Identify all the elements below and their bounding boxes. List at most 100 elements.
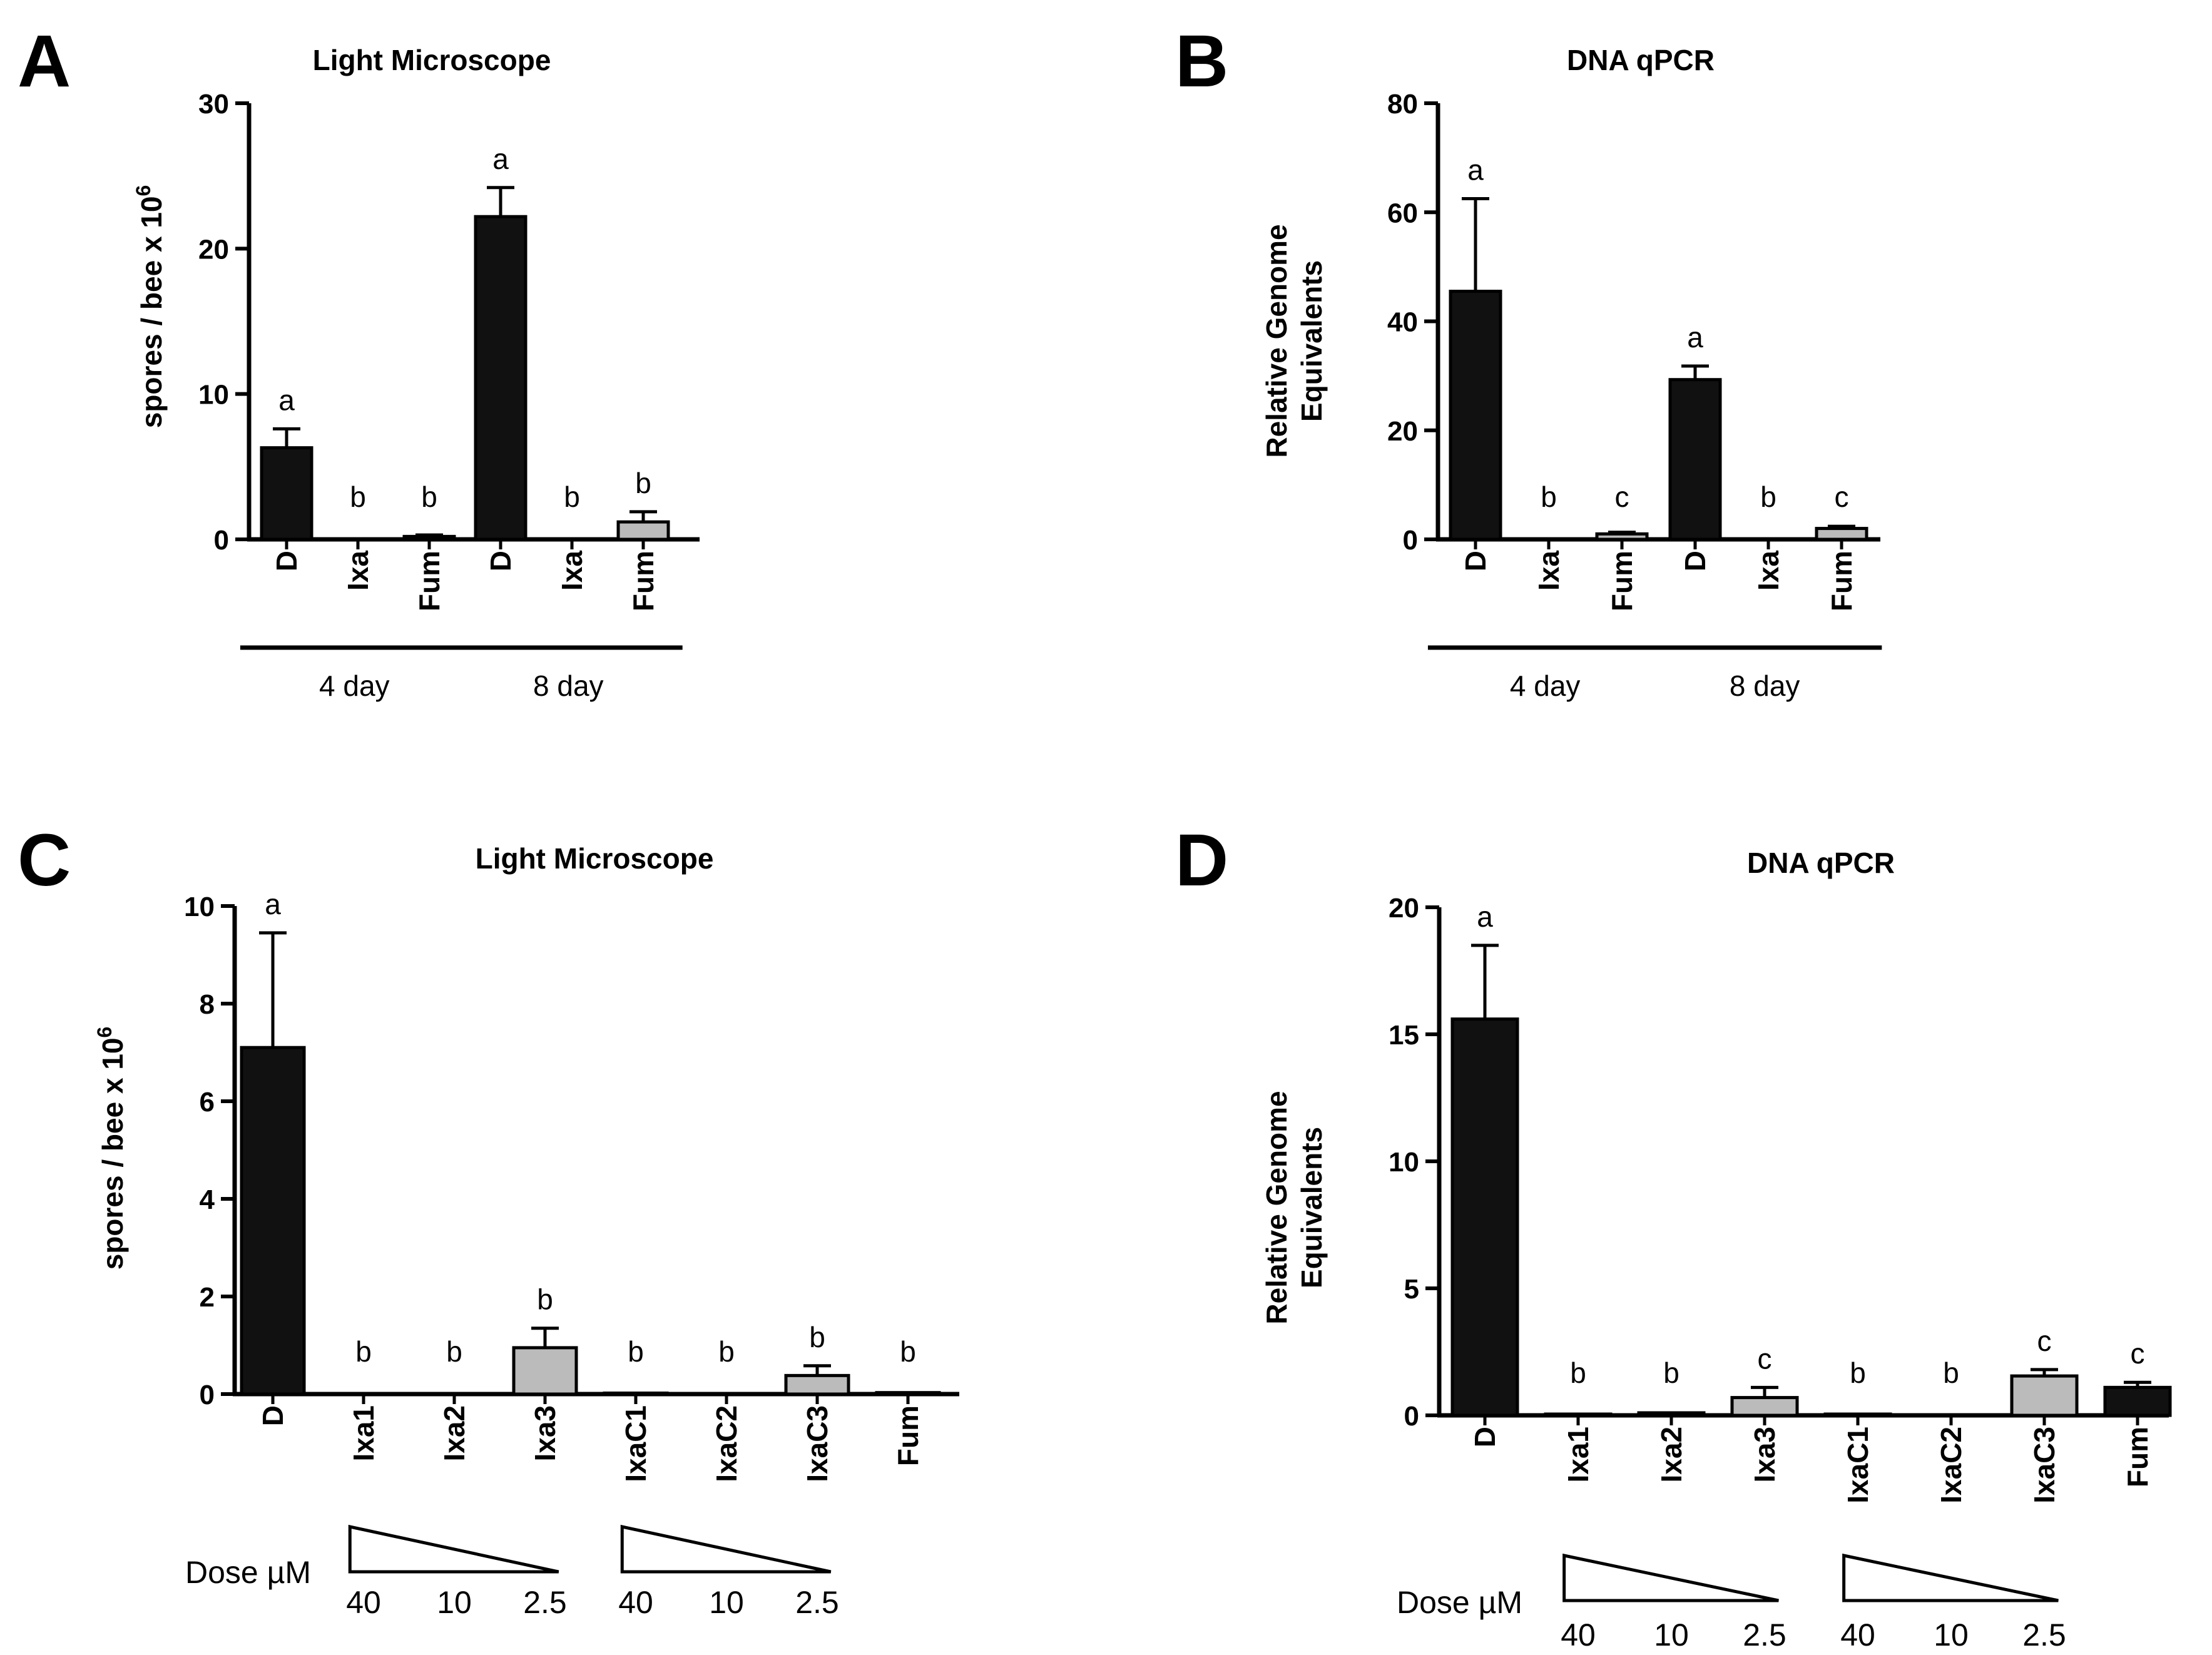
panel-letter-b: B [1175,20,1228,103]
chart-title-d: DNA qPCR [1747,847,1895,879]
significance-letter: c [2037,1325,2052,1357]
dose-gradient-wedge [620,1524,832,1574]
y-tick-label: 20 [198,234,229,265]
significance-letter: b [718,1335,735,1368]
bar [1730,1396,1799,1417]
x-category-label: Fum [1825,551,1858,611]
x-category-label: Fum [1606,551,1638,611]
bar [1815,527,1868,541]
dose-value: 10 [709,1585,744,1620]
panel-letter-c: C [18,819,71,902]
group-label: 8 day [533,670,604,702]
significance-letter: a [265,888,281,920]
y-tick-label: 6 [200,1087,215,1118]
y-tick-label: 5 [1404,1274,1419,1305]
significance-letter: b [350,481,366,513]
y-tick-label: 0 [1403,525,1418,556]
y-tick-label: 10 [198,380,229,410]
y-tick-label: 20 [1387,416,1418,447]
bar [240,1046,306,1396]
x-category-label: Ixa1 [1562,1427,1594,1483]
significance-letter: b [1663,1357,1679,1389]
y-axis-label-line2-b: Equivalents [1295,260,1328,422]
x-category-label: D [257,1405,289,1426]
x-category-label: D [1459,551,1492,571]
y-tick-label: 20 [1389,893,1419,924]
panel-b-bar-chart: B DNA qPCR Relative Genome Equivalents 0… [1175,20,1882,702]
bar [875,1391,941,1396]
x-category-label: IxaC1 [1842,1427,1874,1504]
panel-c-bar-chart: C Light Microscope spores / bee x 106 Do… [18,819,959,1620]
y-tick-label: 10 [1389,1147,1419,1178]
significance-letter: a [1467,153,1484,186]
dose-value: 2.5 [523,1585,567,1620]
bar [1668,378,1722,541]
x-category-label: Ixa3 [1748,1427,1781,1483]
bar [1450,1017,1519,1417]
x-category-label: Ixa2 [438,1405,471,1462]
significance-letter: c [1615,481,1629,513]
dose-value: 40 [346,1585,381,1620]
dose-label-d: Dose µM [1397,1585,1522,1620]
y-tick-label: 60 [1387,198,1418,228]
significance-letter: b [1943,1357,1959,1389]
significance-letter: b [446,1335,462,1368]
group-label: 4 day [1510,670,1581,702]
significance-letter: b [628,1335,644,1368]
y-axis-label-sup-c: 6 [93,1027,116,1038]
dose-gradient-wedge [1842,1553,2059,1602]
bar [260,446,313,541]
chart-title-b: DNA qPCR [1567,44,1715,76]
significance-letter: a [278,384,295,416]
significance-letter: b [1570,1357,1586,1389]
dose-value: 40 [1840,1617,1875,1652]
dose-value: 2.5 [1743,1617,1786,1652]
bar [616,520,670,541]
significance-letter: b [900,1335,916,1368]
y-axis-label-line1-d: Relative Genome [1260,1091,1293,1324]
dose-value: 2.5 [795,1585,839,1620]
significance-letter: b [564,481,580,513]
dose-gradient-wedge [1562,1553,1779,1602]
x-category-label: Ixa2 [1655,1427,1688,1483]
chart-title-a: Light Microscope [313,44,551,76]
significance-letter: b [1541,481,1557,513]
significance-letter: c [2131,1337,2145,1370]
x-category-label: D [484,551,517,571]
bar [1823,1412,1892,1417]
x-category-label: IxaC2 [710,1405,743,1482]
y-tick-label: 0 [200,1380,215,1410]
x-category-label: Fum [627,551,660,611]
chart-title-c: Light Microscope [476,842,714,875]
dose-value: 10 [1934,1617,1969,1652]
significance-letter: b [635,467,651,499]
panel-a-bar-chart: A Light Microscope spores / bee x 106 0 1… [18,20,700,702]
bar [402,534,456,541]
y-axis-label-line1-b: Relative Genome [1260,224,1293,457]
x-category-label: Ixa1 [347,1405,380,1462]
x-category-label: Ixa [556,551,588,591]
x-category-label: Fum [892,1405,924,1466]
bar [603,1391,669,1396]
significance-letter: a [492,143,509,175]
x-category-label: Ixa [342,551,374,591]
x-category-label: Ixa [1532,551,1565,591]
bar [1595,532,1649,541]
y-axis-label-c: spores / bee x 106 [93,1027,129,1270]
bar [2103,1385,2172,1417]
y-tick-label: 15 [1389,1020,1419,1051]
significance-letter: a [1687,321,1703,354]
y-axis-label-a: spores / bee x 106 [132,185,168,429]
significance-letter: b [1760,481,1776,513]
group-label: 8 day [1730,670,1800,702]
significance-letter: b [421,481,437,513]
bar [1544,1412,1613,1417]
y-tick-label: 40 [1387,307,1418,338]
x-category-label: D [1469,1427,1501,1447]
y-tick-label: 10 [184,892,215,922]
bar [1637,1411,1706,1417]
y-tick-label: 0 [214,525,229,556]
y-tick-label: 4 [200,1184,215,1215]
panel-letter-a: A [18,20,71,103]
